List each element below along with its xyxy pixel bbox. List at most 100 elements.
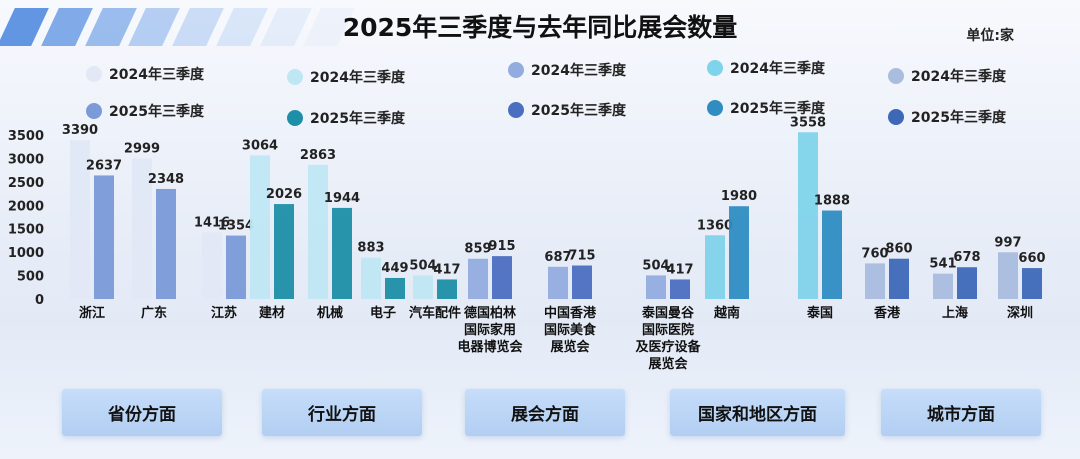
legend-item-country-2024: 2024年三季度: [707, 58, 825, 78]
2025-bar-6: [437, 279, 457, 299]
y-tick-label: 3500: [8, 129, 44, 144]
legend-swatch: [86, 66, 102, 82]
x-tick-label-2-0: 江苏: [211, 305, 237, 321]
data-label-5-0: 883: [357, 241, 384, 256]
data-label-10-1: 1980: [721, 189, 757, 204]
y-tick-label: 3000: [8, 152, 44, 167]
category-city-button[interactable]: 城市方面: [881, 389, 1041, 436]
x-tick-label-9-0: 泰国曼谷: [641, 305, 695, 321]
x-tick-label-4-0: 机械: [317, 305, 343, 321]
legend-item-zhejiang-2024: 2024年三季度: [86, 64, 204, 84]
legend-label: 2025年三季度: [730, 101, 825, 117]
x-tick-label-0-0: 浙江: [79, 305, 105, 321]
legend-label: 2024年三季度: [109, 67, 204, 83]
legend-label: 2024年三季度: [730, 61, 825, 77]
data-label-0-0: 3390: [62, 123, 98, 138]
x-tick-label-10-0: 越南: [713, 305, 740, 321]
x-tick-label-7-1: 国际家用: [464, 322, 516, 338]
data-label-2-0: 1416: [194, 216, 230, 231]
2024-bar-10: [705, 235, 725, 299]
x-tick-label-12-0: 香港: [873, 305, 901, 321]
legend-item-city-2024: 2024年三季度: [888, 66, 1006, 86]
legend-swatch: [888, 68, 904, 84]
legend-label: 2025年三季度: [531, 103, 626, 119]
legend-label: 2024年三季度: [911, 69, 1006, 85]
chart-title: 2025年三季度与去年同比展会数量: [342, 13, 738, 42]
x-tick-label-3-0: 建材: [259, 305, 285, 321]
category-label: 省份方面: [108, 405, 176, 425]
x-tick-label-9-2: 及医疗设备: [635, 339, 701, 355]
2025-bar-14: [1022, 268, 1042, 299]
data-label-1-1: 2348: [148, 172, 184, 187]
legend-label: 2025年三季度: [911, 110, 1006, 126]
data-label-9-1: 417: [666, 262, 693, 277]
data-label-6-0: 504: [409, 258, 436, 273]
2024-bar-2: [202, 232, 222, 299]
y-tick-label: 1500: [8, 223, 44, 238]
x-tick-label-11-0: 泰国: [806, 305, 833, 321]
2024-bar-0: [70, 140, 90, 299]
2025-bar-5: [385, 277, 405, 299]
category-label: 城市方面: [927, 405, 995, 425]
data-label-4-0: 2863: [300, 148, 336, 163]
2024-bar-1: [132, 158, 152, 299]
data-label-8-1: 715: [568, 248, 595, 263]
2025-bar-1: [156, 188, 176, 299]
2025-bar-3: [274, 204, 294, 299]
2024-bar-13: [933, 273, 953, 299]
data-label-2-1: 1354: [218, 219, 254, 234]
2024-bar-3: [250, 155, 270, 299]
y-tick-label: 2500: [8, 176, 44, 191]
data-label-12-0: 760: [861, 246, 888, 261]
legend-label: 2024年三季度: [310, 70, 405, 86]
data-label-3-1: 2026: [266, 187, 302, 202]
legend-swatch: [707, 60, 723, 76]
data-label-9-0: 504: [642, 258, 669, 273]
data-label-13-0: 541: [929, 257, 956, 272]
unit-label: 单位:家: [966, 28, 1014, 44]
legend-label: 2024年三季度: [531, 63, 626, 79]
x-tick-label-1-0: 广东: [141, 305, 167, 321]
legend-item-industry-2024: 2024年三季度: [287, 67, 405, 87]
data-label-13-1: 678: [953, 250, 980, 265]
2025-bar-10: [729, 206, 749, 299]
legend-item-zhejiang-2025: 2025年三季度: [86, 101, 204, 121]
2025-bar-13: [957, 267, 977, 299]
legend-swatch: [287, 69, 303, 85]
data-label-0-1: 2637: [86, 158, 122, 173]
legend-item-city-2025: 2025年三季度: [888, 107, 1006, 127]
legend-item-industry-2025: 2025年三季度: [287, 108, 405, 128]
x-tick-label-8-2: 展览会: [550, 339, 590, 355]
category-expo-button[interactable]: 展会方面: [465, 389, 625, 436]
data-label-10-0: 1360: [697, 218, 733, 233]
category-province-button[interactable]: 省份方面: [62, 389, 222, 436]
legend-swatch: [707, 100, 723, 116]
legend-swatch: [508, 102, 524, 118]
data-label-6-1: 417: [433, 262, 460, 277]
2025-bar-4: [332, 207, 352, 299]
category-country-button[interactable]: 国家和地区方面: [670, 389, 845, 436]
x-tick-label-7-0: 德国柏林: [464, 305, 516, 321]
y-tick-label: 0: [35, 293, 44, 308]
y-tick-label: 500: [17, 270, 44, 285]
2025-bar-8: [572, 265, 592, 299]
2024-bar-11: [798, 132, 818, 299]
data-label-3-0: 3064: [242, 138, 278, 153]
2025-bar-11: [822, 210, 842, 299]
2025-bar-0: [94, 175, 114, 299]
x-tick-label-9-3: 展览会: [648, 356, 688, 372]
2024-bar-9: [646, 275, 666, 299]
data-label-1-0: 2999: [124, 141, 160, 156]
y-tick-label: 2000: [8, 199, 44, 214]
legend-item-country-2025: 2025年三季度: [707, 98, 825, 118]
legend-swatch: [86, 103, 102, 119]
data-label-8-0: 687: [544, 250, 571, 265]
2024-bar-12: [865, 263, 885, 299]
2025-bar-12: [889, 258, 909, 299]
legend-swatch: [888, 109, 904, 125]
data-label-5-1: 449: [381, 261, 408, 276]
category-industry-button[interactable]: 行业方面: [262, 389, 422, 436]
x-tick-label-5-0: 电子: [370, 305, 396, 321]
2024-bar-5: [361, 257, 381, 299]
2025-bar-2: [226, 235, 246, 299]
